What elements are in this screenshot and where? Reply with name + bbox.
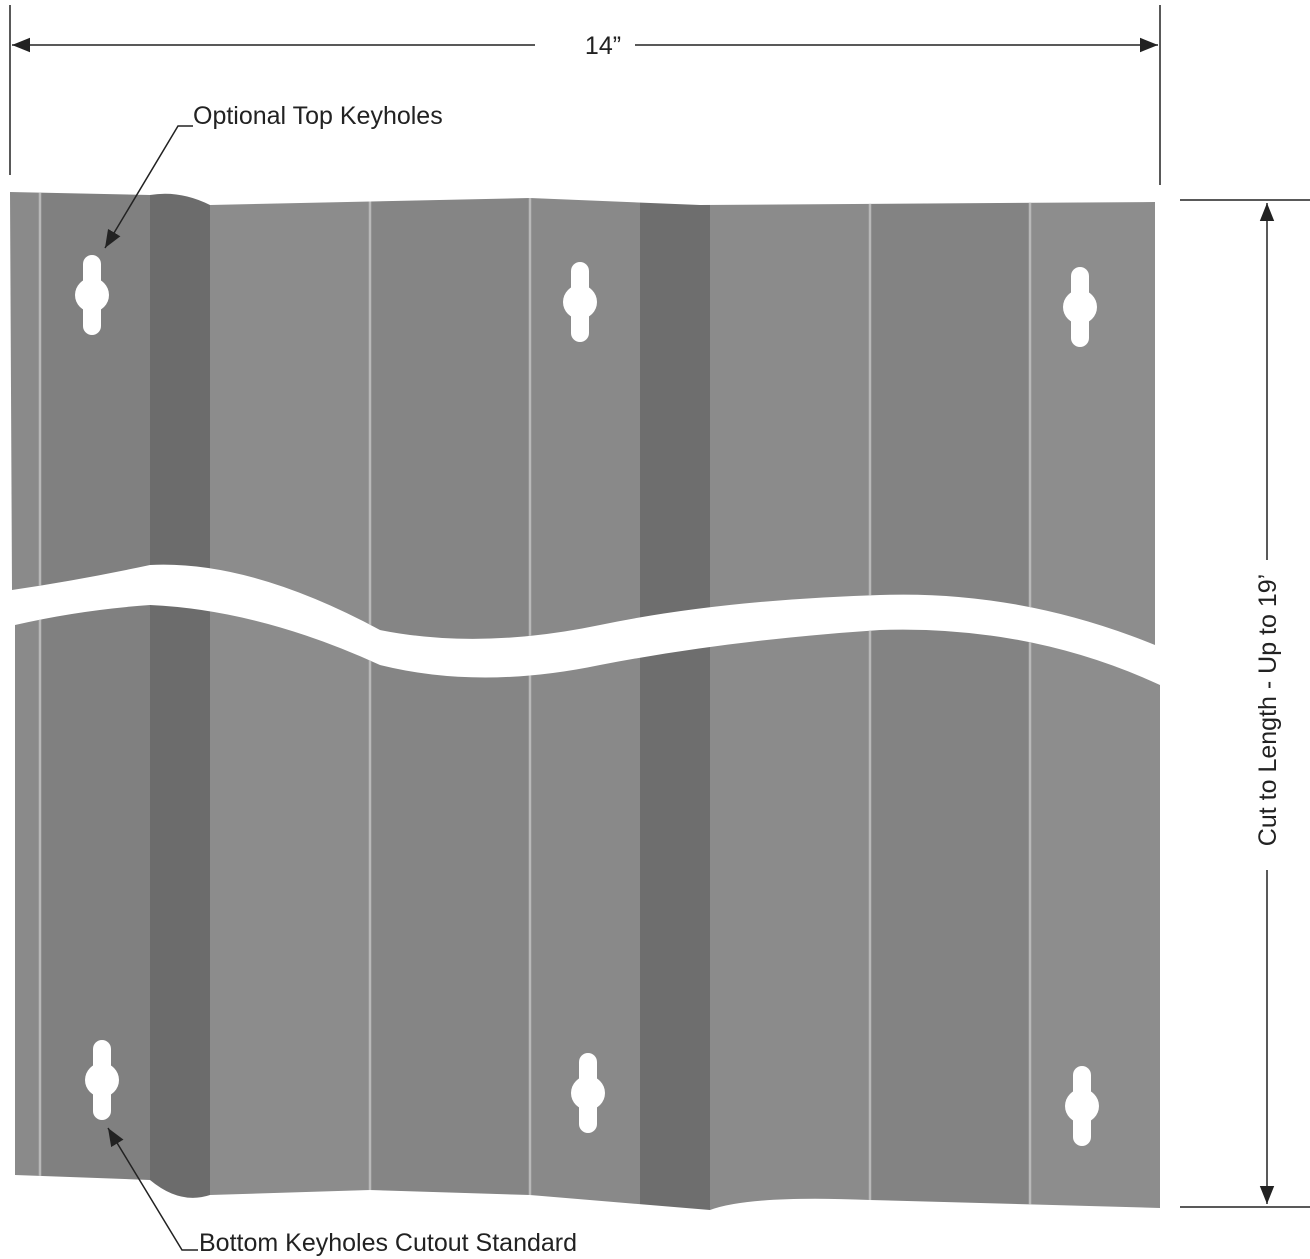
length-dimension: Cut to Length - Up to 19’ xyxy=(1180,199,1310,1208)
width-label: 14” xyxy=(585,32,621,60)
callout-label: Bottom Keyholes Cutout Standard xyxy=(199,1229,577,1257)
width-dimension: 14” xyxy=(9,5,1161,185)
callout-label: Optional Top Keyholes xyxy=(193,102,443,130)
length-label: Cut to Length - Up to 19’ xyxy=(1254,574,1282,846)
callout-bottom: Bottom Keyholes Cutout Standard xyxy=(107,1127,577,1257)
callout-top: Optional Top Keyholes xyxy=(104,102,443,249)
